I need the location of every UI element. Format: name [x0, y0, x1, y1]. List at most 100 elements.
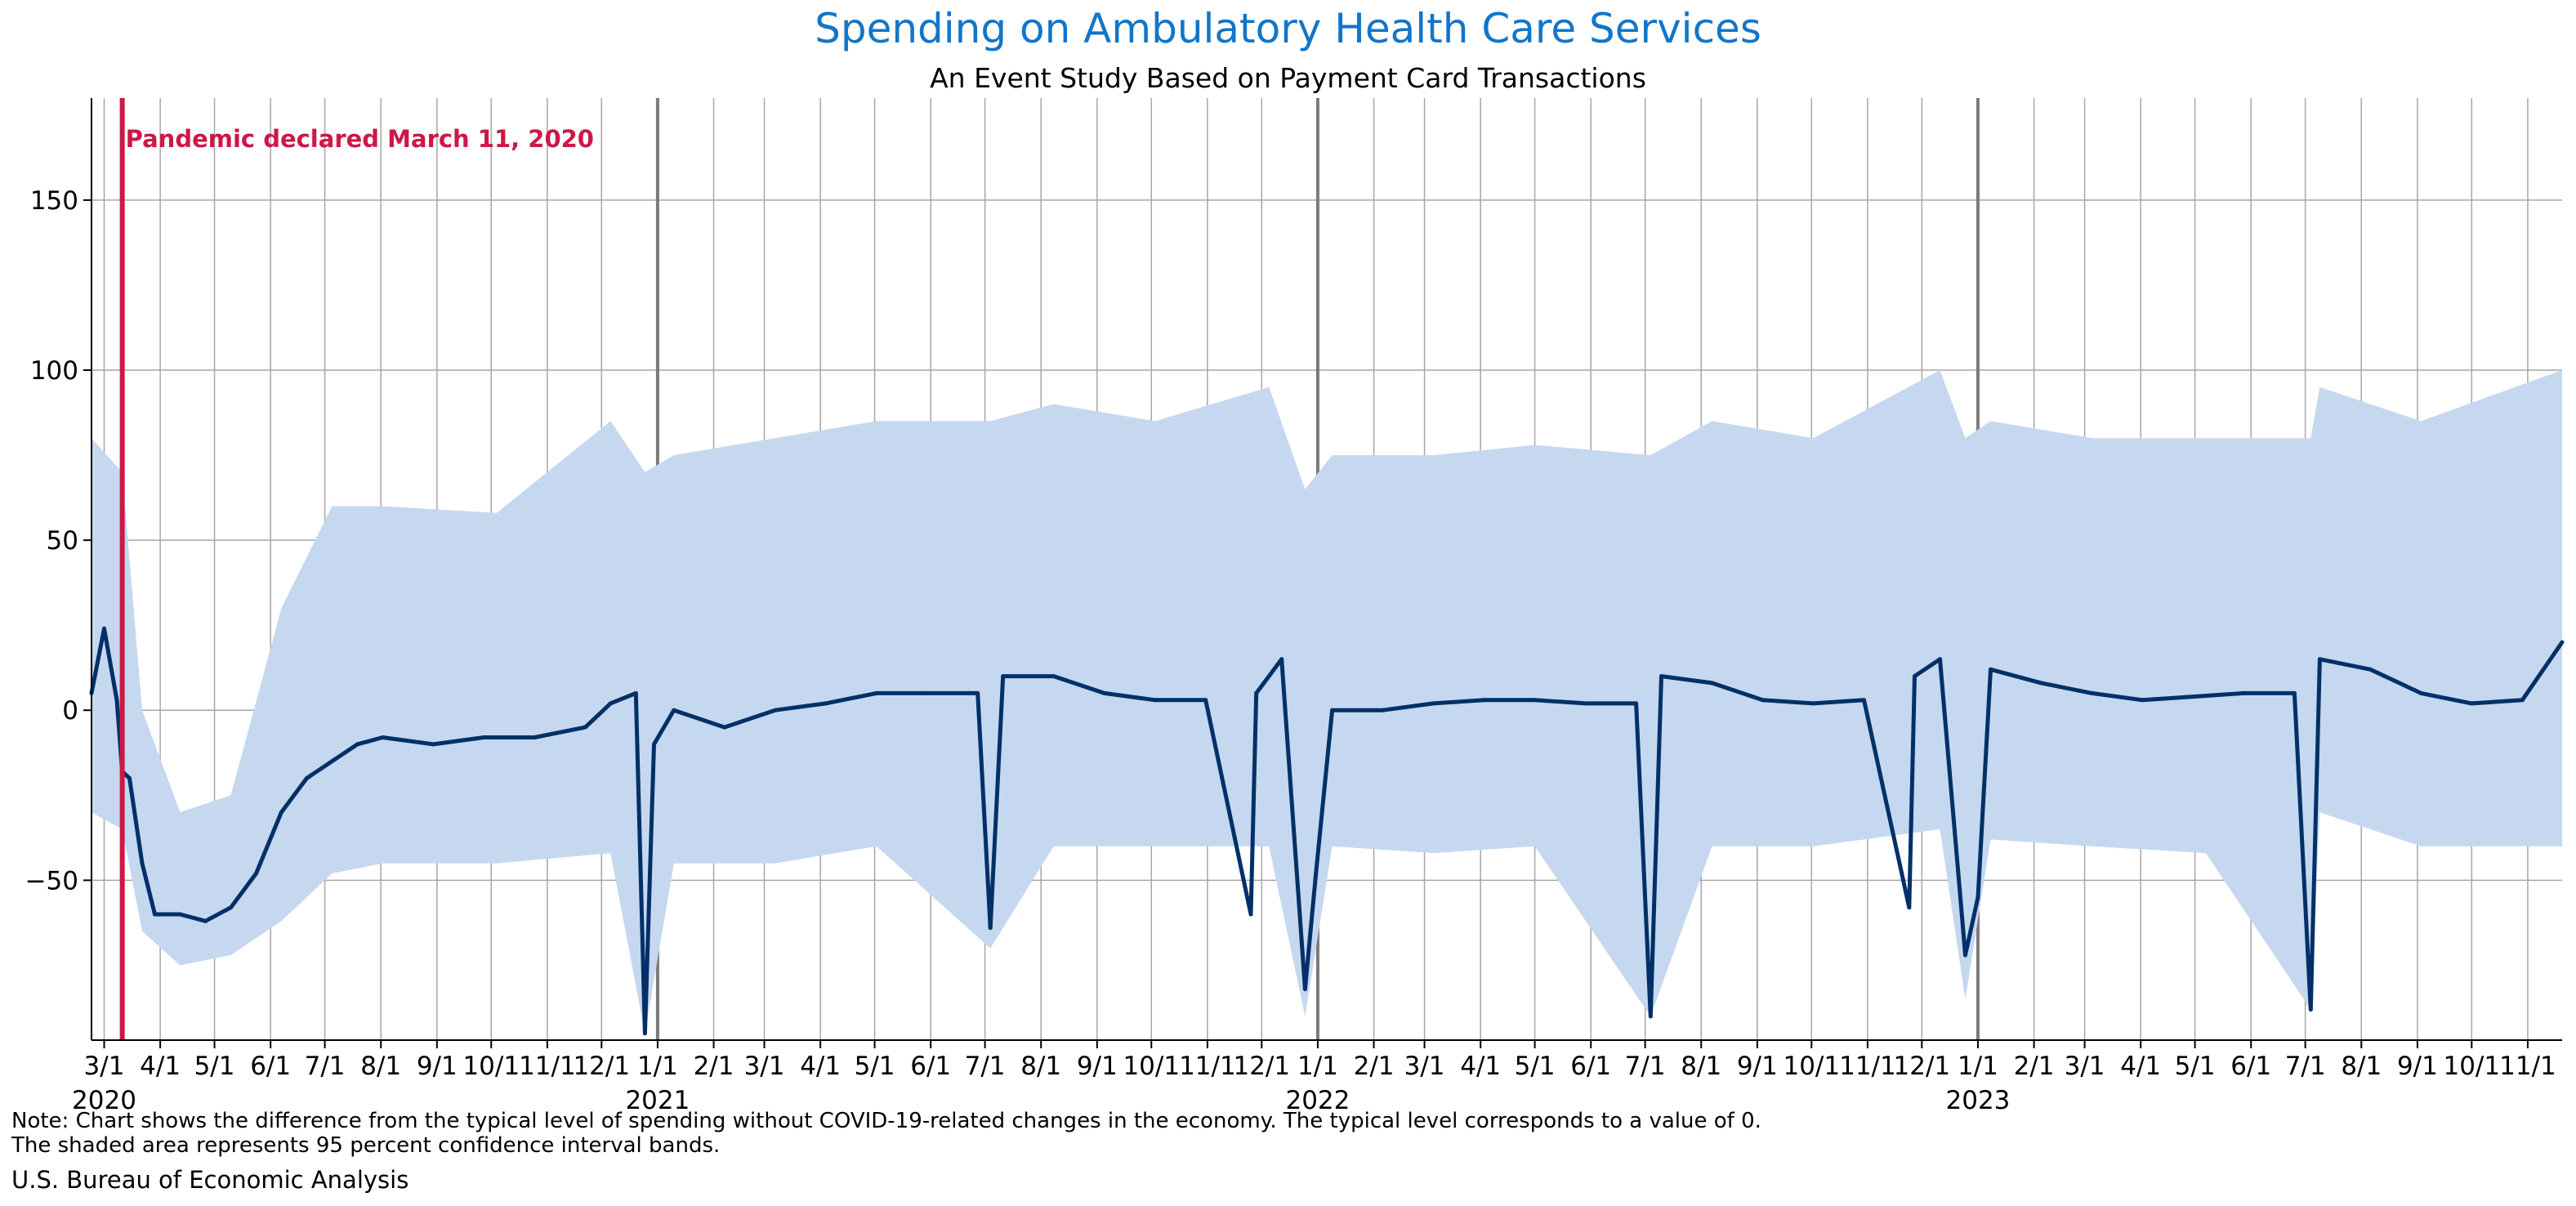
data-point — [651, 742, 656, 747]
x-year-label: 2023 — [1946, 1086, 2011, 1115]
y-tick-label: −50 — [25, 866, 78, 896]
data-point — [1302, 987, 1307, 992]
x-tick-label: 1/1 — [1297, 1052, 1338, 1081]
data-point — [2308, 1007, 2313, 1012]
data-point — [1102, 690, 1107, 695]
data-point — [1482, 698, 1487, 703]
x-year-label: 2021 — [625, 1086, 690, 1115]
x-tick-label: 8/1 — [360, 1052, 401, 1081]
data-point — [633, 690, 638, 695]
data-point — [1861, 698, 1866, 703]
x-tick-label: 1/1 — [637, 1052, 678, 1081]
x-tick-label: 8/1 — [1020, 1052, 1061, 1081]
x-tick-label: 10/1 — [1123, 1052, 1180, 1081]
data-point — [253, 871, 258, 876]
data-point — [824, 701, 828, 706]
note-line-1: Note: Chart shows the difference from th… — [11, 1109, 1761, 1133]
data-point — [1279, 657, 1284, 662]
x-tick-label: 4/1 — [1460, 1052, 1501, 1081]
x-tick-label: 11/1 — [2499, 1052, 2556, 1081]
data-point — [114, 698, 119, 703]
data-point — [1051, 674, 1056, 679]
data-point — [532, 735, 537, 740]
data-point — [177, 912, 182, 917]
x-tick-label: 9/1 — [1077, 1052, 1118, 1081]
data-point — [2418, 690, 2423, 695]
data-point — [1634, 701, 1639, 706]
y-tick-label: 100 — [30, 356, 78, 386]
data-point — [672, 708, 676, 712]
spending-line-layer — [89, 626, 2565, 1036]
x-tick-label: 11/1 — [1179, 1052, 1236, 1081]
x-tick-label: 5/1 — [855, 1052, 895, 1081]
data-point — [1431, 701, 1436, 706]
x-tick-label: 6/1 — [250, 1052, 291, 1081]
x-year-label: 2022 — [1285, 1086, 1350, 1115]
data-point — [2317, 657, 2322, 662]
x-tick-label: 6/1 — [2230, 1052, 2271, 1081]
data-point — [2368, 667, 2373, 672]
data-point — [1976, 895, 1980, 900]
data-point — [642, 1031, 647, 1036]
data-point — [1533, 698, 1538, 703]
x-tick-label: 12/1 — [1894, 1052, 1951, 1081]
data-point — [1248, 912, 1253, 917]
data-point — [431, 742, 435, 747]
chart-title: Spending on Ambulatory Health Care Servi… — [815, 5, 1761, 52]
data-point — [1761, 698, 1766, 703]
data-point — [1583, 701, 1588, 706]
x-tick-label: 7/1 — [965, 1052, 1006, 1081]
data-point — [2469, 701, 2474, 706]
x-tick-label: 10/1 — [2443, 1052, 2500, 1081]
y-tick-label: 0 — [62, 696, 78, 726]
x-tick-label: 9/1 — [417, 1052, 458, 1081]
x-tick-label: 7/1 — [2285, 1052, 2326, 1081]
data-point — [1962, 953, 1967, 958]
data-point — [304, 775, 309, 780]
data-point — [1710, 681, 1715, 686]
data-point — [329, 759, 334, 764]
x-tick-label: 4/1 — [2120, 1052, 2161, 1081]
x-tick-label: 9/1 — [2397, 1052, 2438, 1081]
spending-line — [89, 626, 2565, 1036]
data-point — [722, 725, 727, 730]
pandemic-marker-label: Pandemic declared March 11, 2020 — [126, 125, 594, 153]
data-point — [2089, 690, 2094, 695]
data-point — [2140, 698, 2145, 703]
data-point — [1153, 698, 1158, 703]
x-tick-label: 5/1 — [1515, 1052, 1556, 1081]
x-tick-label: 11/1 — [519, 1052, 576, 1081]
data-point — [1254, 690, 1259, 695]
data-point — [1330, 708, 1335, 712]
x-tick-label: 10/1 — [462, 1052, 520, 1081]
x-tick-label: 1/1 — [1958, 1052, 1998, 1081]
data-point — [228, 905, 233, 910]
x-tick-label: 6/1 — [1570, 1052, 1611, 1081]
note-line-2: The shaded area represents 95 percent co… — [11, 1133, 721, 1158]
chart-note: Note: Chart shows the difference from th… — [11, 1109, 1761, 1158]
x-tick-label: 4/1 — [800, 1052, 841, 1081]
event-marker-layer: Pandemic declared March 11, 2020 — [119, 98, 594, 1040]
x-tick-label: 3/1 — [2065, 1052, 2105, 1081]
data-point — [1937, 657, 1942, 662]
data-point — [481, 735, 486, 740]
x-tick-label: 2/1 — [2014, 1052, 2055, 1081]
data-point — [1314, 871, 1319, 876]
chart-subtitle: An Event Study Based on Payment Card Tra… — [930, 62, 1646, 94]
y-tick-label: 150 — [30, 186, 78, 216]
x-tick-label: 2/1 — [694, 1052, 734, 1081]
data-point — [1648, 1014, 1653, 1019]
data-point — [1381, 708, 1386, 712]
data-point — [2560, 640, 2565, 645]
data-point — [608, 701, 613, 706]
data-point — [1988, 667, 1993, 672]
data-point — [140, 861, 145, 866]
data-point — [152, 912, 157, 917]
x-tick-label: 6/1 — [910, 1052, 951, 1081]
x-tick-label: 5/1 — [194, 1052, 235, 1081]
x-tick-label: 8/1 — [1681, 1052, 1721, 1081]
confidence-band-layer — [92, 370, 2562, 1034]
x-tick-label: 7/1 — [305, 1052, 346, 1081]
